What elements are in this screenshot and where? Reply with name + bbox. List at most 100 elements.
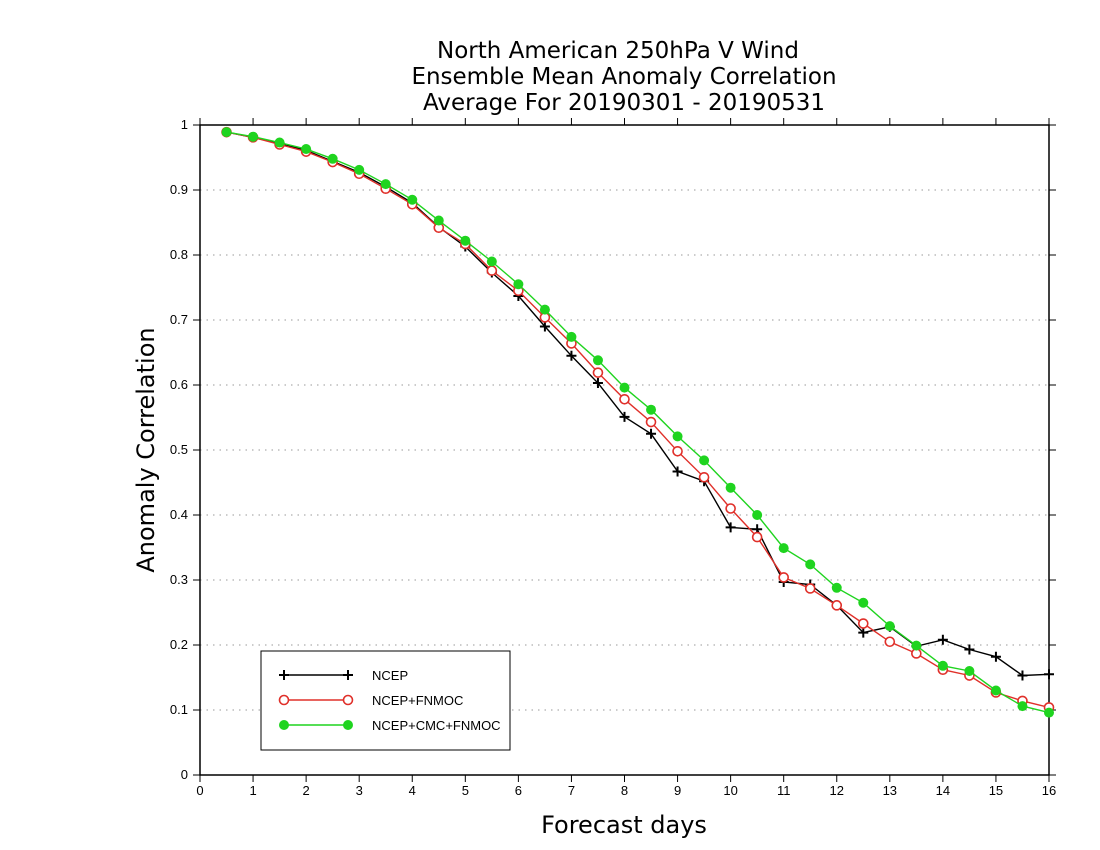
y-tick-label: 1: [181, 117, 188, 132]
y-tick-label: 0.7: [170, 312, 188, 327]
data-point-open-circle: [342, 694, 354, 706]
data-point-filled-circle: [937, 660, 948, 671]
data-point-open-circle: [698, 471, 710, 483]
grid-lines: [200, 189, 1049, 711]
data-point-plus: [1017, 670, 1028, 681]
data-point-filled-circle: [380, 179, 391, 190]
data-point-filled-circle: [699, 455, 710, 466]
legend-label: NCEP+CMC+FNMOC: [372, 718, 501, 733]
data-point-open-circle: [804, 583, 816, 594]
x-tick-label: 3: [356, 783, 363, 798]
data-point-plus: [539, 321, 550, 332]
data-point-open-circle: [592, 367, 604, 378]
data-point-filled-circle: [486, 256, 497, 267]
x-tick-label: 16: [1042, 783, 1056, 798]
x-tick-label: 2: [303, 783, 310, 798]
x-tick-label: 13: [883, 783, 897, 798]
data-point-filled-circle: [672, 431, 683, 442]
legend-label: NCEP+FNMOC: [372, 693, 463, 708]
data-point-plus: [937, 634, 948, 645]
data-point-filled-circle: [407, 194, 418, 205]
data-point-plus: [279, 670, 289, 680]
data-point-filled-circle: [619, 382, 630, 393]
data-point-filled-circle: [646, 404, 657, 415]
data-point-filled-circle: [592, 355, 603, 366]
data-point-open-circle: [278, 694, 290, 706]
data-point-filled-circle: [279, 720, 289, 730]
x-tick-label: 6: [515, 783, 522, 798]
x-tick-label: 15: [989, 783, 1003, 798]
data-point-open-circle: [751, 531, 763, 543]
data-point-plus: [990, 651, 1001, 662]
y-tick-label: 0.4: [170, 507, 188, 522]
data-point-filled-circle: [301, 144, 312, 155]
legend: NCEP NCEP+FNMOC NCEP+CMC+FNMOC: [260, 650, 511, 751]
data-point-open-circle: [857, 618, 869, 629]
data-point-filled-circle: [221, 127, 232, 138]
data-point-filled-circle: [248, 131, 259, 142]
y-tick-label: 0: [181, 767, 188, 782]
legend-item: NCEP+FNMOC: [278, 693, 463, 708]
data-point-open-circle: [778, 572, 789, 583]
x-axis-ticks: 0 1 2 3 4 5 6 7 8 9 10 11 12 13 14 15 16: [196, 118, 1056, 798]
data-point-plus: [343, 670, 353, 680]
x-tick-label: 11: [777, 783, 791, 798]
x-tick-label: 10: [723, 783, 737, 798]
data-point-filled-circle: [964, 666, 975, 676]
y-tick-label: 0.2: [170, 637, 188, 652]
data-point-filled-circle: [884, 621, 895, 632]
x-axis-label: Forecast days: [541, 811, 707, 839]
legend-item: NCEP: [279, 668, 408, 683]
y-tick-label: 0.3: [170, 572, 188, 587]
data-point-filled-circle: [858, 597, 869, 608]
x-tick-label: 0: [196, 783, 203, 798]
data-point-filled-circle: [1044, 707, 1054, 718]
data-point-filled-circle: [831, 582, 842, 593]
data-point-filled-circle: [343, 720, 353, 730]
data-point-plus: [672, 466, 683, 477]
series-ncep-cmc-fnmoc: [221, 127, 1054, 718]
x-tick-label: 5: [462, 783, 469, 798]
y-tick-label: 0.5: [170, 442, 188, 457]
series-line: [226, 131, 1050, 714]
chart-title-line-2: Ensemble Mean Anomaly Correlation: [411, 64, 836, 90]
series-line: [226, 131, 1050, 677]
x-tick-label: 8: [621, 783, 628, 798]
data-point-filled-circle: [327, 153, 338, 164]
data-point-filled-circle: [1017, 701, 1028, 712]
data-point-plus: [619, 411, 630, 422]
data-point-plus: [646, 428, 657, 439]
data-point-filled-circle: [752, 510, 763, 520]
data-point-filled-circle: [990, 685, 1001, 696]
data-point-plus: [1044, 669, 1054, 680]
legend-label: NCEP: [372, 668, 408, 683]
data-point-filled-circle: [433, 215, 444, 226]
series-line: [226, 131, 1050, 709]
data-point-plus: [592, 378, 603, 389]
y-tick-label: 0.1: [170, 702, 188, 717]
x-tick-label: 7: [568, 783, 575, 798]
y-tick-label: 0.8: [170, 247, 188, 262]
data-point-filled-circle: [778, 543, 789, 554]
data-point-filled-circle: [566, 331, 577, 342]
data-point-plus: [566, 350, 577, 361]
y-tick-label: 0.9: [170, 182, 188, 197]
x-tick-label: 4: [409, 783, 416, 798]
data-point-open-circle: [619, 393, 630, 405]
y-axis-ticks: 0 0.1 0.2 0.3 0.4 0.5 0.6 0.7 0.8 0.9 1: [170, 117, 1056, 782]
data-point-open-circle: [831, 600, 843, 611]
data-point-plus: [725, 522, 736, 533]
x-tick-label: 9: [674, 783, 681, 798]
data-point-filled-circle: [911, 640, 922, 651]
chart-title: North American 250hPa V Wind Ensemble Me…: [411, 38, 836, 116]
data-point-filled-circle: [354, 164, 365, 175]
series-ncep-fnmoc: [221, 126, 1055, 713]
data-point-open-circle: [884, 636, 896, 648]
x-tick-label: 12: [830, 783, 844, 798]
data-point-plus: [858, 627, 869, 638]
x-tick-label: 14: [936, 783, 950, 798]
series-ncep: [221, 127, 1054, 681]
data-point-open-circle: [725, 503, 736, 514]
y-axis-label: Anomaly Correlation: [132, 327, 160, 572]
